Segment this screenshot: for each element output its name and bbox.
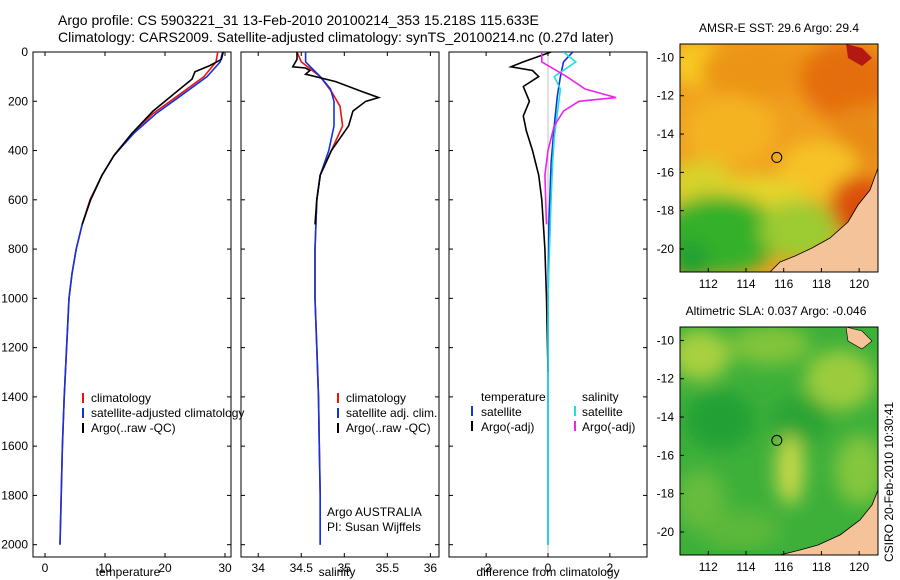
temperature-xtick-label: 10	[98, 561, 112, 575]
difference-panel: -2 0 2 difference from climatology tempera…	[448, 51, 648, 579]
temperature-legend-label: Argo(..raw -QC)	[91, 421, 176, 435]
temperature-xtick-label: 20	[158, 561, 172, 575]
sla-map-panel: Altimetric SLA: 0.037 Argo: -0.046 112 11…	[657, 304, 879, 574]
sla-map-ytick-label: -14	[657, 410, 675, 424]
figure-title-line1: Argo profile: CS 5903221_31 13-Feb-2010 …	[58, 12, 539, 28]
sla-map-ytick-label: -18	[657, 487, 675, 501]
salinity-series-satellite-adj-clim	[304, 52, 335, 545]
salinity-legend-label: Argo(..raw -QC)	[346, 421, 431, 435]
depth-ytick-label: 200	[8, 94, 28, 108]
sst-map-ytick-label: -14	[657, 127, 675, 141]
legend-temp-argo: Argo(-adj)	[481, 420, 534, 434]
sst-map-ytick-label: -12	[657, 89, 675, 103]
difference-xlabel: difference from climatology	[476, 565, 619, 579]
temperature-legend-label: climatology	[91, 391, 151, 405]
salinity-legend-label: satellite adj. clim.	[346, 406, 437, 420]
depth-ytick-label: 400	[8, 144, 28, 158]
sla-map-title: Altimetric SLA: 0.037 Argo: -0.046	[686, 304, 867, 318]
legend-temperature-title: temperature	[481, 390, 546, 404]
temperature-xlabel: temperature	[96, 565, 161, 579]
depth-ytick-label: 0	[21, 45, 28, 59]
sst-map-xtick-label: 116	[774, 277, 793, 291]
sst-map-ytick-label: -20	[657, 242, 675, 256]
timestamp-label: CSIRO 20-Feb-2010 10:30:41	[882, 402, 896, 562]
salinity-panel: 34 34.5 35 35.5 36 salinity climatologysatel…	[240, 51, 440, 579]
temperature-legend-label: satellite-adjusted climatology	[91, 406, 244, 420]
sst-map-xtick-label: 120	[849, 277, 869, 291]
temperature-xtick-label: 30	[218, 561, 232, 575]
sst-map-ytick-label: -10	[657, 50, 675, 64]
salinity-xtick-label: 36	[424, 561, 438, 575]
depth-ytick-label: 2000	[1, 538, 28, 552]
difference-series-salinity-satellite	[547, 52, 578, 545]
sst-map-xtick-label: 112	[699, 277, 718, 291]
argo-program-annotation: Argo AUSTRALIA	[327, 505, 422, 519]
difference-xtick-label: 2	[607, 561, 614, 575]
sst-land-mass	[769, 167, 878, 272]
sst-map-xtick-label: 114	[736, 277, 755, 291]
salinity-xtick-label: 35	[338, 561, 352, 575]
depth-ytick-label: 1600	[1, 439, 28, 453]
pi-annotation: PI: Susan Wijffels	[327, 520, 421, 534]
temperature-panel: 0 10 20 30 0 200 400 600 800 1000 1200 1400 1600 1800…	[1, 45, 244, 579]
depth-ytick-label: 600	[8, 193, 28, 207]
depth-ytick-label: 1200	[1, 341, 28, 355]
difference-series-salinity-argo-adj	[541, 52, 617, 225]
sst-map-title: AMSR-E SST: 29.6 Argo: 29.4	[699, 21, 859, 35]
legend-sal-satellite: satellite	[582, 405, 623, 419]
sst-island	[846, 44, 872, 66]
sla-island	[845, 327, 873, 350]
temperature-series-satellite-adjusted-climatology	[59, 52, 224, 545]
salinity-xtick-label: 34.5	[290, 561, 314, 575]
legend-temp-satellite: satellite	[481, 405, 522, 419]
depth-ytick-label: 1800	[1, 488, 28, 502]
difference-xtick-label: 0	[545, 561, 552, 575]
sla-argo-marker	[771, 434, 783, 446]
salinity-xlabel: salinity	[319, 565, 356, 579]
difference-xtick-label: -2	[481, 561, 492, 575]
temperature-xtick-label: 0	[42, 561, 49, 575]
difference-series-temperature-satellite	[547, 52, 574, 545]
sla-map-ytick-label: -20	[657, 525, 675, 539]
sla-map-ytick-label: -16	[657, 448, 675, 462]
sla-map-xtick-label: 116	[774, 560, 793, 574]
temperature-series-argo-raw-qc	[81, 52, 224, 225]
salinity-series-argo-raw-qc	[291, 52, 382, 225]
difference-legend: temperature salinity satellite Argo(-adj…	[471, 390, 635, 434]
salinity-legend-label: climatology	[346, 391, 406, 405]
depth-ytick-label: 1000	[1, 291, 28, 305]
sla-map-xtick-label: 118	[812, 560, 831, 574]
sla-map-xtick-label: 114	[736, 560, 755, 574]
sla-map-xtick-label: 120	[849, 560, 869, 574]
sla-map-xtick-label: 112	[699, 560, 718, 574]
difference-series-temperature-argo-adj	[507, 52, 552, 373]
sla-map-ytick-label: -12	[657, 372, 675, 386]
sst-map-panel: AMSR-E SST: 29.6 Argo: 29.4	[657, 21, 879, 291]
sla-map-ytick-label: -10	[657, 333, 675, 347]
sst-map-xtick-label: 118	[812, 277, 831, 291]
sst-map-ytick-label: -16	[657, 165, 675, 179]
legend-sal-argo: Argo(-adj)	[582, 420, 635, 434]
legend-salinity-title: salinity	[582, 390, 619, 404]
sla-land-mass	[779, 489, 878, 555]
depth-ytick-label: 1400	[1, 390, 28, 404]
salinity-xtick-label: 34	[252, 561, 266, 575]
salinity-xtick-label: 35.5	[376, 561, 400, 575]
sst-argo-marker	[771, 151, 783, 163]
depth-ytick-label: 800	[8, 242, 28, 256]
figure-title-line2: Climatology: CARS2009. Satellite-adjuste…	[58, 29, 614, 45]
sst-map-ytick-label: -18	[657, 204, 675, 218]
